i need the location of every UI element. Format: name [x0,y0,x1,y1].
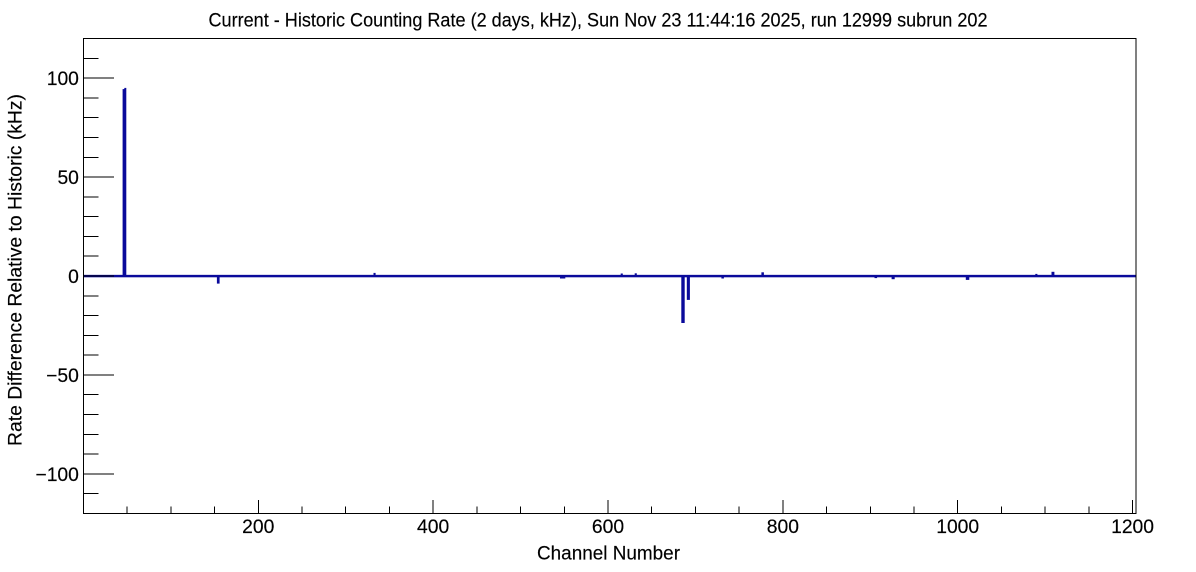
svg-text:0: 0 [68,267,79,288]
svg-text:−50: −50 [46,366,79,387]
svg-text:400: 400 [417,517,449,538]
svg-text:Channel Number: Channel Number [537,543,680,565]
svg-text:1000: 1000 [936,517,979,538]
svg-text:200: 200 [242,517,274,538]
svg-text:600: 600 [592,517,624,538]
svg-text:Rate Difference Relative to Hi: Rate Difference Relative to Historic (kH… [5,94,27,446]
svg-text:50: 50 [57,168,78,189]
svg-text:Current - Historic Counting Ra: Current - Historic Counting Rate (2 days… [209,9,988,31]
svg-text:−100: −100 [35,465,78,486]
svg-text:100: 100 [47,69,79,90]
svg-text:800: 800 [767,517,799,538]
svg-text:1200: 1200 [1111,517,1154,538]
